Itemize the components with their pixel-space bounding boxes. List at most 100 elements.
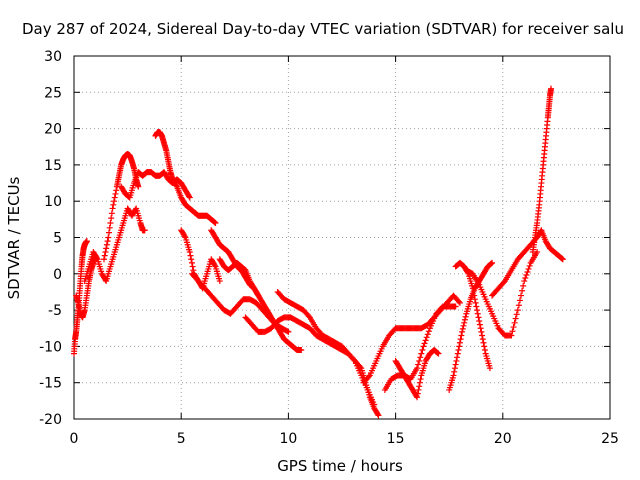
data-point [514, 307, 521, 314]
x-axis-label: GPS time / hours [277, 457, 403, 475]
y-tick-label: 30 [44, 49, 62, 65]
data-point [475, 314, 482, 321]
data-point [106, 224, 113, 231]
data-point [417, 354, 424, 361]
series-arc1 [71, 238, 90, 357]
data-point [476, 317, 483, 324]
data-point [456, 339, 463, 346]
data-point [417, 376, 424, 383]
data-point [481, 347, 488, 354]
data-point [461, 319, 468, 326]
data-point [460, 322, 467, 329]
data-point [523, 272, 530, 279]
x-tick-label: 20 [494, 431, 512, 447]
data-point [101, 256, 108, 263]
data-point [106, 229, 113, 236]
data-point [422, 337, 429, 344]
data-point [416, 383, 423, 390]
data-points [71, 85, 566, 419]
data-point [434, 350, 441, 357]
series-arc15 [392, 347, 442, 401]
data-point [513, 311, 520, 318]
data-point [113, 187, 120, 194]
series-arc4 [101, 151, 142, 263]
data-point [416, 379, 423, 386]
chart-title: Day 287 of 2024, Sidereal Day-to-day VTE… [22, 20, 624, 38]
data-point [212, 219, 219, 226]
data-point [476, 321, 483, 328]
data-point [470, 288, 477, 295]
data-point [518, 292, 525, 299]
data-point [419, 347, 426, 354]
data-point [416, 357, 423, 364]
data-point [216, 278, 223, 285]
data-point [187, 252, 194, 259]
y-tick-label: -10 [39, 339, 62, 355]
data-point [479, 332, 486, 339]
data-point [108, 210, 115, 217]
data-point [455, 298, 462, 305]
data-point [452, 361, 459, 368]
data-point [375, 412, 382, 419]
data-point [453, 357, 460, 364]
series-arc3 [81, 205, 148, 285]
data-point [101, 252, 108, 259]
grid-lines [74, 56, 610, 419]
data-point [452, 303, 459, 310]
data-point [374, 411, 381, 418]
data-point [472, 299, 479, 306]
data-point [189, 263, 196, 270]
data-point [515, 302, 522, 309]
data-point [424, 331, 431, 338]
data-point [459, 328, 466, 335]
data-point [526, 262, 533, 269]
data-point [462, 313, 469, 320]
data-point [415, 361, 422, 368]
data-point [516, 297, 523, 304]
data-point [455, 347, 462, 354]
y-tick-label: -20 [39, 412, 62, 428]
y-tick-label: 15 [44, 158, 62, 174]
data-point [425, 328, 432, 335]
data-point [451, 365, 458, 372]
data-point [110, 201, 117, 208]
data-point [418, 350, 425, 357]
data-point [107, 219, 114, 226]
data-point [488, 260, 495, 267]
x-tick-label: 5 [177, 431, 186, 447]
data-point [141, 227, 148, 234]
x-tick-label: 15 [387, 431, 405, 447]
data-point [111, 198, 118, 205]
data-point [415, 386, 422, 393]
data-point [454, 354, 461, 361]
data-point [525, 265, 532, 272]
data-point [457, 336, 464, 343]
data-point [112, 190, 119, 197]
data-point [108, 215, 115, 222]
series-arc10 [216, 256, 305, 354]
data-point [477, 325, 484, 332]
data-point [414, 365, 421, 372]
y-tick-label: 20 [44, 122, 62, 138]
data-point [508, 332, 515, 339]
data-point [305, 313, 312, 320]
data-point [357, 363, 364, 370]
data-point [420, 343, 427, 350]
data-point [103, 245, 110, 252]
data-point [474, 310, 481, 317]
series-arc12 [274, 288, 382, 419]
axis-ticks: 0 5 10 15 20 25 -20 -15 -10 -5 0 5 10 15 20 25 30 [39, 49, 619, 447]
data-point [284, 328, 291, 335]
data-point [451, 368, 458, 375]
series-arc18 [463, 249, 541, 339]
x-tick-label: 0 [70, 431, 79, 447]
data-point [414, 390, 421, 397]
data-point [559, 256, 566, 263]
data-point [510, 324, 517, 331]
data-point [522, 275, 529, 282]
data-point [473, 303, 480, 310]
y-axis-label: SDTVAR / TECUs [5, 176, 23, 299]
series-arc6 [152, 129, 219, 226]
x-tick-label: 25 [601, 431, 619, 447]
